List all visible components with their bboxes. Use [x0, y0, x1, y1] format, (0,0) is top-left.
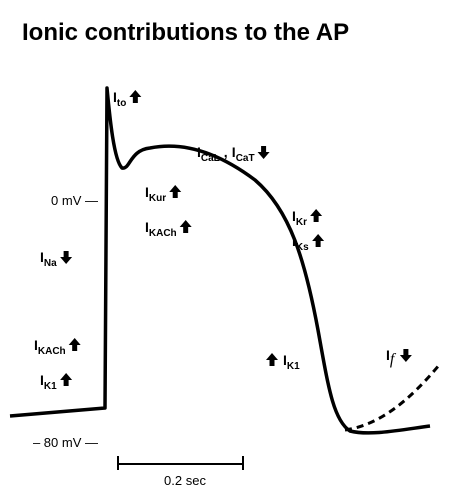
current-label: IKr — [292, 208, 307, 228]
current-symbol: I — [197, 144, 201, 160]
current-label: IKACh — [34, 337, 66, 357]
current-symbol: I — [386, 347, 390, 363]
current-symbol: I — [34, 337, 38, 353]
current-label: IK1 — [40, 372, 57, 392]
current-label: ICaL — [197, 144, 220, 164]
current-subscript: Na — [44, 258, 57, 269]
current-subscript: K1 — [44, 381, 57, 392]
arrow-up — [129, 90, 142, 103]
title: Ionic contributions to the AP — [22, 19, 349, 46]
current-symbol: I — [145, 184, 149, 200]
current-subscript: KACh — [149, 228, 177, 239]
current-symbol: I — [292, 233, 296, 249]
current-subscript: Kur — [149, 193, 166, 204]
current-subscript: Kr — [296, 217, 307, 228]
current-label: If — [386, 347, 397, 368]
current-label: IK1 — [283, 352, 300, 372]
scale-bar — [117, 456, 244, 470]
arrow-up — [310, 209, 323, 222]
action-potential — [9, 86, 431, 435]
scale-label: 0.2 sec — [164, 473, 206, 488]
dashed-trace — [344, 363, 442, 432]
rest-label: – 80 mV — — [33, 435, 98, 450]
arrow-down — [399, 349, 412, 362]
arrow-down — [60, 251, 73, 264]
current-symbol: I — [283, 352, 287, 368]
current-subscript: K1 — [287, 361, 300, 372]
current-label: Ito — [113, 89, 126, 109]
current-subscript: to — [117, 98, 126, 109]
current-symbol: I — [145, 219, 149, 235]
arrow-up — [266, 353, 278, 366]
current-label: IKs — [292, 233, 309, 253]
current-subscript: Ks — [296, 242, 309, 253]
current-symbol: I — [113, 89, 117, 105]
current-symbol: I — [40, 372, 44, 388]
current-subscript: CaL — [201, 153, 220, 164]
current-label: IKACh — [145, 219, 177, 239]
zero-label: 0 mV — — [51, 193, 98, 208]
arrow-up — [179, 220, 192, 233]
separator: , — [224, 144, 228, 160]
current-symbol: I — [232, 144, 236, 160]
current-symbol: I — [292, 208, 296, 224]
arrow-down — [257, 146, 270, 159]
current-subscript: KACh — [38, 346, 66, 357]
current-subscript: CaT — [236, 153, 255, 164]
arrow-up — [169, 185, 182, 198]
current-label: ICaT — [232, 144, 255, 164]
arrow-up — [60, 373, 73, 386]
current-label: INa — [40, 249, 57, 269]
current-subscript: f — [390, 351, 397, 368]
arrow-up — [68, 338, 81, 351]
arrow-up — [312, 234, 325, 247]
current-label: IKur — [145, 184, 166, 204]
current-symbol: I — [40, 249, 44, 265]
